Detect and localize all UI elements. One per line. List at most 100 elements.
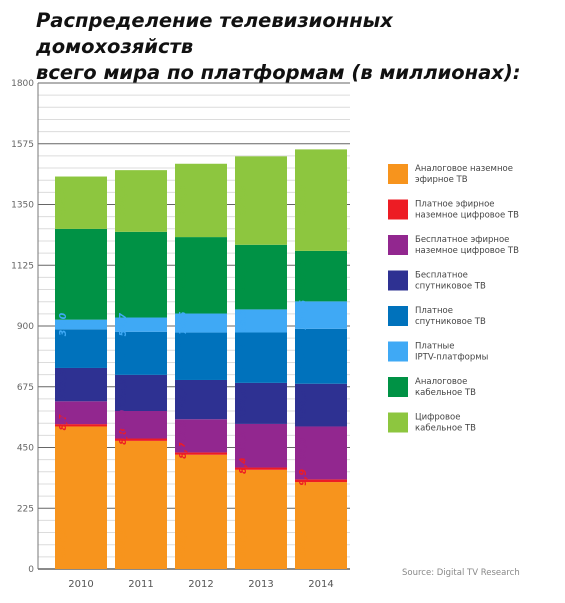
bar-segment [235,332,287,383]
data-label: 327,6 [238,185,249,215]
data-label: 8,8 [118,428,129,445]
data-label: 175,6 [178,341,189,371]
bar-segment [115,317,167,332]
bar-segment [115,170,167,232]
legend-label: Бесплатное [415,271,468,281]
bar-segment [295,426,347,480]
data-label: 239,3 [238,262,249,292]
data-label: 161,5 [238,430,249,460]
x-tick-label: 2012 [188,579,213,590]
legend-label: наземное цифровое ТВ [415,211,519,221]
legend-label: кабельное ТВ [415,388,476,398]
x-tick-label: 2011 [128,579,153,590]
bar-segment [175,419,227,453]
bar-segment [175,454,227,569]
x-tick-label: 2010 [68,579,93,590]
bar-segment [175,379,227,420]
y-tick-label: 900 [17,322,34,332]
legend-label: кабельное ТВ [415,424,476,434]
y-tick-label: 1575 [11,140,34,150]
bar-segment [115,410,167,439]
legend-label: спутниковое ТВ [415,317,486,327]
bar-segment [175,332,227,380]
bar-segment [235,244,287,310]
y-tick-label: 1125 [11,261,34,271]
bar-segment [55,329,107,368]
x-tick-label: 2013 [248,579,273,590]
bar-segment [295,328,347,384]
chart-title-line-1: Распределение телевизионных домохозяйств [36,9,393,58]
legend-label: Платные [415,342,454,352]
y-tick-label: 225 [17,504,34,514]
data-label: 101,9 [118,409,129,439]
chart-title-line-2: всего мира по платформам (в миллионах): [36,61,521,84]
y-tick-label: 1800 [11,79,34,89]
data-label: 228,4 [118,186,129,216]
y-tick-label: 0 [28,565,34,575]
bar-segment [235,467,287,470]
data-label: 145,4 [178,384,189,414]
legend-swatch [388,235,408,255]
bar-segment [175,237,227,314]
data-label: 336,0 [58,259,69,289]
bar-segment [235,309,287,333]
data-label: 375,9 [298,185,309,215]
legend-label: IPTV-платформы [415,353,488,363]
data-label: 152,0 [238,388,249,418]
bar-segment [235,423,287,468]
bar-segment [295,301,347,329]
legend-swatch [388,412,408,433]
data-label: 158,3 [298,390,309,420]
bar-segment [115,440,167,569]
data-label: 52,7 [118,313,129,337]
data-label: 283,1 [178,260,189,290]
bar-segment [175,313,227,333]
bar-segment [55,367,107,402]
data-label: 143,0 [58,333,69,363]
data-label: 36,0 [58,312,69,336]
bar-segment [55,228,107,320]
bar-segment [295,250,347,302]
legend-label: эфирное ТВ [415,175,468,185]
data-label: 9,9 [298,469,309,486]
data-label: 85,5 [238,309,249,333]
data-label: 322,0 [298,528,309,558]
data-label: 159,7 [118,338,129,368]
bar-segment [55,401,107,425]
bar-segment [115,331,167,375]
legend-label: Бесплатное эфирное [415,235,509,245]
y-tick-label: 675 [17,383,34,393]
data-label: 123,5 [58,369,69,399]
legend-label: Аналоговое [415,377,467,387]
data-label: 101,6 [298,300,309,330]
bar-segment [235,382,287,424]
legend-swatch [388,270,408,291]
bar-segment [235,156,287,245]
data-label: 8,4 [238,457,249,474]
data-label: 84,5 [58,401,69,425]
legend-label: Платное эфирное [415,200,495,210]
bar-segment [295,482,347,569]
bar-segment [295,479,347,483]
data-label: 186,7 [238,342,249,372]
data-label: 527,9 [58,528,69,558]
data-label: 271,6 [178,185,189,215]
legend-swatch [388,341,408,362]
legend-swatch [388,377,408,397]
legend-label: спутниковое ТВ [415,282,486,292]
data-label: 70,5 [178,311,189,335]
data-label: 8,7 [178,442,189,459]
y-tick-label: 450 [17,444,34,454]
bar-segment [235,469,287,569]
bar-segment [55,426,107,569]
bar-segment [295,149,347,251]
bar-segment [295,383,347,427]
data-label: 194,0 [58,187,69,217]
legend-label: Цифровое [415,413,460,423]
bar-segment [55,176,107,229]
bar-segment [175,452,227,455]
legend-swatch [388,199,408,220]
source-note: Source: Digital TV Research [402,568,520,578]
data-label: 203,4 [298,341,309,371]
